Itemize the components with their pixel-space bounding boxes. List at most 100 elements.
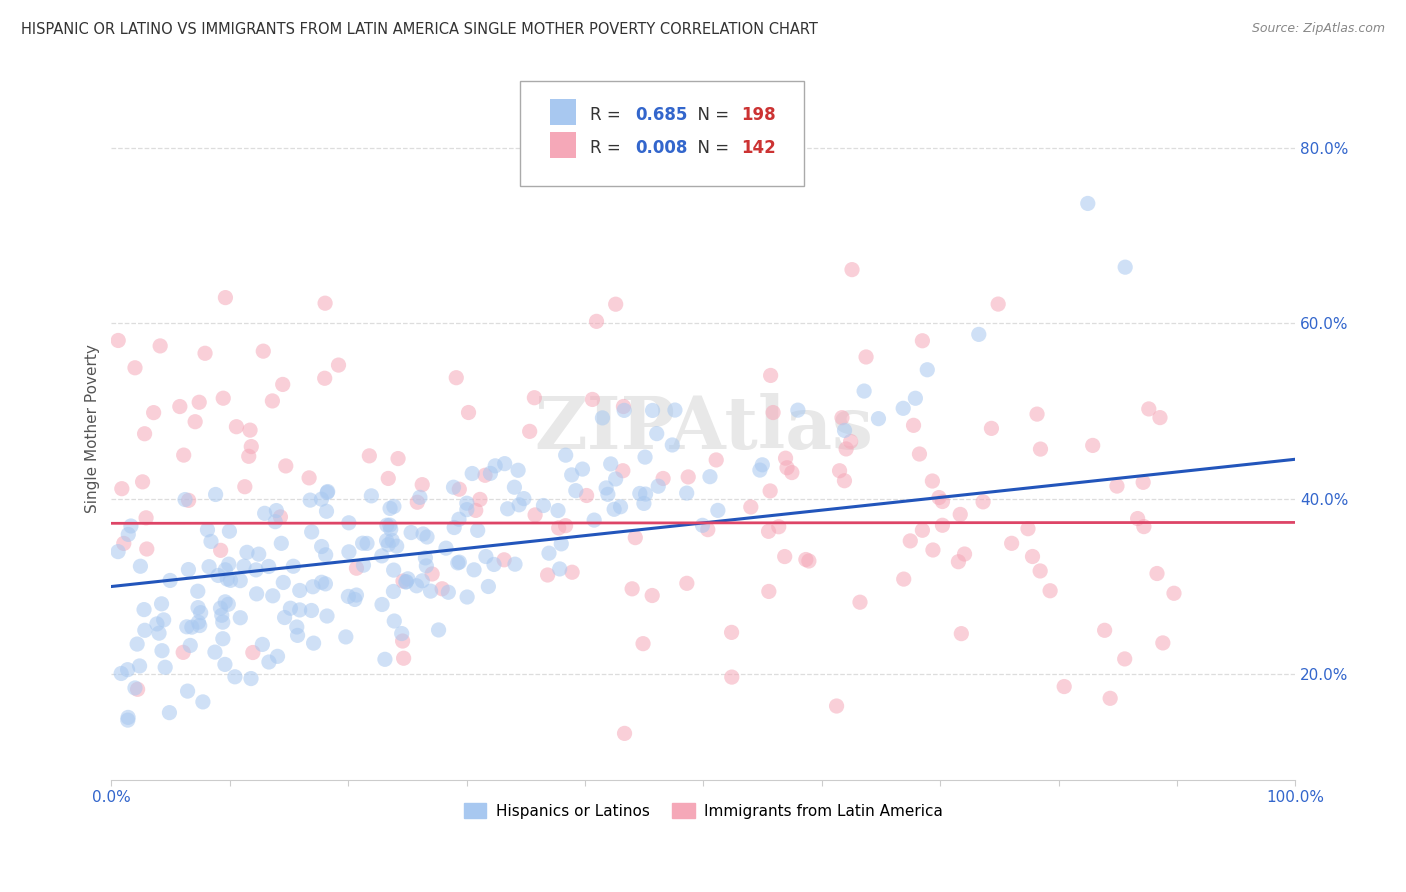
Point: [565, 483, 588, 498]
Point: [214, 657, 236, 672]
Point: [134, 426, 156, 441]
Point: [159, 706, 181, 720]
Point: [641, 403, 664, 417]
Point: [591, 410, 613, 425]
Point: [229, 611, 252, 625]
Point: [247, 547, 270, 561]
Point: [219, 574, 242, 588]
Legend: Hispanics or Latinos, Immigrants from Latin America: Hispanics or Latinos, Immigrants from La…: [457, 797, 949, 824]
Point: [891, 401, 914, 416]
Point: [211, 632, 233, 646]
Point: [903, 418, 925, 433]
Point: [134, 624, 156, 638]
Point: [153, 660, 176, 674]
Point: [987, 297, 1010, 311]
Point: [172, 645, 194, 659]
Point: [391, 626, 413, 640]
Point: [740, 500, 762, 514]
Point: [420, 566, 443, 581]
Point: [443, 520, 465, 534]
Point: [187, 615, 209, 629]
Point: [111, 482, 134, 496]
Point: [371, 549, 394, 563]
Point: [621, 582, 644, 596]
Point: [419, 584, 441, 599]
Point: [427, 623, 450, 637]
Point: [214, 595, 236, 609]
Point: [631, 637, 654, 651]
Point: [503, 480, 526, 494]
Point: [675, 486, 697, 500]
Point: [585, 314, 607, 328]
Point: [1114, 260, 1136, 275]
Point: [301, 603, 323, 617]
Point: [238, 450, 260, 464]
Point: [612, 400, 634, 414]
Point: [893, 572, 915, 586]
Point: [273, 610, 295, 624]
Point: [159, 574, 181, 588]
Point: [396, 572, 419, 586]
Point: [1152, 636, 1174, 650]
Point: [506, 463, 529, 477]
Point: [179, 639, 201, 653]
Point: [187, 584, 209, 599]
Point: [107, 544, 129, 558]
Point: [298, 471, 321, 485]
Point: [704, 453, 727, 467]
Point: [1137, 401, 1160, 416]
Point: [768, 520, 790, 534]
Point: [634, 487, 657, 501]
Point: [1029, 442, 1052, 456]
Point: [316, 484, 339, 499]
Point: [271, 575, 294, 590]
Point: [953, 547, 976, 561]
Point: [676, 470, 699, 484]
Point: [184, 415, 207, 429]
Point: [834, 474, 856, 488]
Point: [382, 563, 405, 577]
Point: [613, 403, 636, 417]
Point: [409, 491, 432, 505]
Point: [443, 480, 465, 494]
Point: [980, 421, 1002, 435]
Point: [461, 467, 484, 481]
Point: [299, 493, 322, 508]
Point: [561, 566, 583, 580]
Point: [150, 597, 173, 611]
Point: [288, 583, 311, 598]
Point: [477, 580, 499, 594]
Point: [346, 588, 368, 602]
Point: [314, 296, 336, 310]
Text: N =: N =: [688, 138, 734, 157]
Point: [382, 584, 405, 599]
Point: [596, 487, 619, 501]
Point: [371, 598, 394, 612]
Point: [457, 405, 479, 419]
Point: [377, 538, 399, 552]
Point: [533, 499, 555, 513]
Point: [605, 472, 627, 486]
Y-axis label: Single Mother Poverty: Single Mother Poverty: [86, 344, 100, 513]
Point: [176, 684, 198, 698]
Point: [921, 474, 943, 488]
Point: [191, 695, 214, 709]
Point: [1021, 549, 1043, 564]
Point: [382, 614, 405, 628]
Point: [337, 590, 360, 604]
Point: [239, 423, 262, 437]
Point: [536, 568, 558, 582]
Point: [131, 475, 153, 489]
Text: HISPANIC OR LATINO VS IMMIGRANTS FROM LATIN AMERICA SINGLE MOTHER POVERTY CORREL: HISPANIC OR LATINO VS IMMIGRANTS FROM LA…: [21, 22, 818, 37]
Point: [148, 626, 170, 640]
Point: [375, 533, 398, 548]
Point: [337, 516, 360, 530]
Point: [839, 434, 862, 449]
Point: [411, 477, 433, 491]
Point: [1163, 586, 1185, 600]
Point: [775, 451, 797, 466]
Point: [316, 609, 339, 624]
Point: [285, 620, 308, 634]
Point: [177, 493, 200, 508]
Point: [496, 501, 519, 516]
